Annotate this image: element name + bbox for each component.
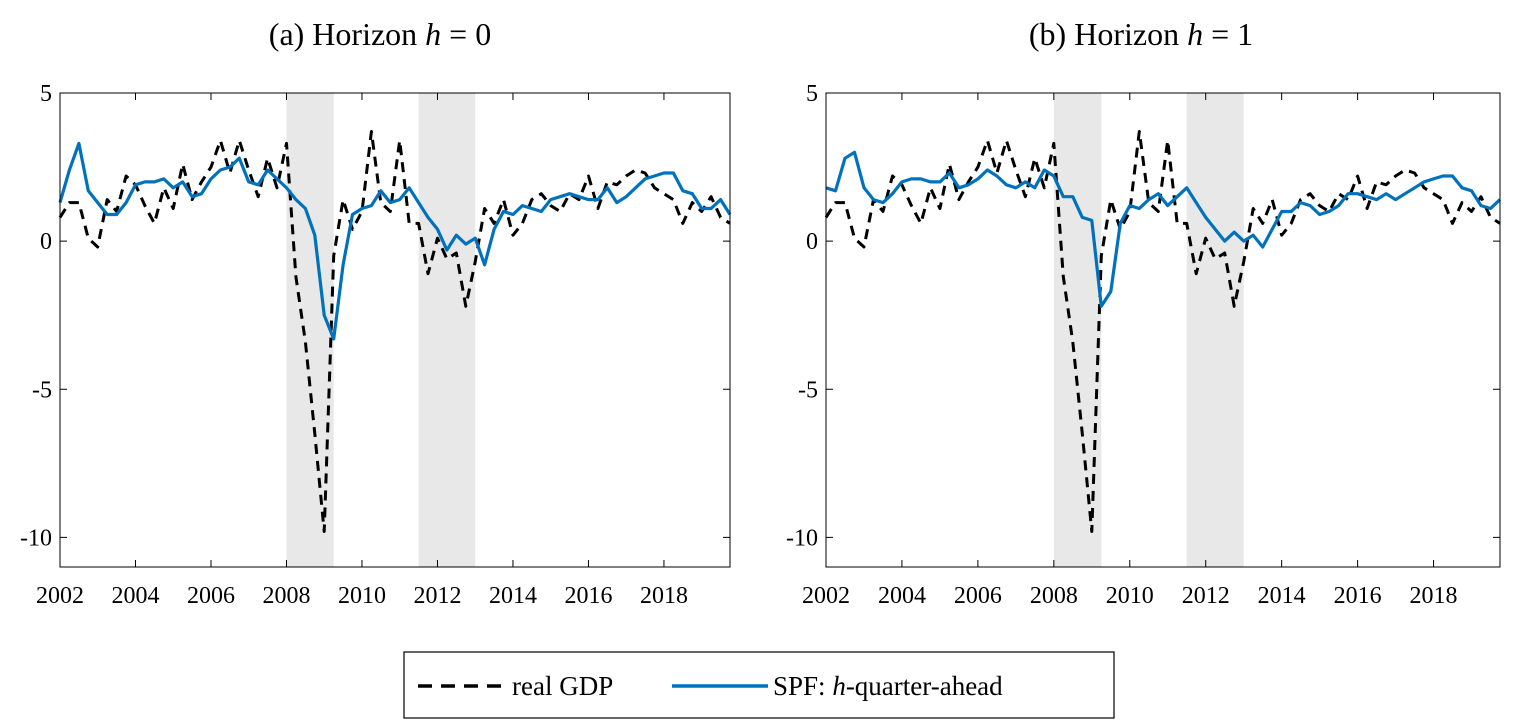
panel-b-x-tick-label: 2012 — [1182, 583, 1230, 609]
panel-a-shade-1 — [286, 93, 334, 567]
panel-b-x-tick-label: 2014 — [1258, 583, 1306, 609]
panel-a-x-tick-label: 2004 — [111, 583, 159, 609]
panel-a-y-tick-label: -5 — [32, 377, 52, 403]
panel-b-spf-line — [825, 150, 1502, 308]
panel-b-x-tick-label: 2002 — [802, 583, 850, 609]
panel-b-y-tick-label: 0 — [806, 229, 818, 255]
panel-b-series — [824, 130, 1502, 533]
legend-spf-label: SPF: h-quarter-ahead — [773, 671, 1003, 701]
panel-a-x-tick-label: 2006 — [187, 583, 235, 609]
panel-a: (a) Horizon h = 0 2002 2004 2006 2008 2010 20… — [20, 16, 732, 609]
panel-b-y-tick-label: -5 — [798, 377, 818, 403]
panel-b-axes-box — [825, 92, 1501, 568]
panel-a-spf-line — [58, 141, 732, 341]
legend-gdp-label: real GDP — [512, 671, 613, 701]
panel-a-y-tick-label: 0 — [40, 229, 52, 255]
panel-b-x-tick-label: 2018 — [1410, 583, 1458, 609]
panel-b-title: (b) Horizon h = 1 — [1029, 16, 1253, 52]
panel-a-x-tick-label: 2016 — [564, 583, 612, 609]
panel-b-x-tick-label: 2016 — [1334, 583, 1382, 609]
panel-a-series — [58, 130, 732, 533]
panel-a-y-tick-label: -10 — [20, 525, 52, 551]
panel-a-x-tick-label: 2014 — [489, 583, 537, 609]
legend: real GDP SPF: h-quarter-ahead — [403, 651, 1115, 719]
panel-a-shade-2 — [418, 93, 476, 567]
panel-a-y-axis: 5 0 -5 -10 — [20, 81, 730, 551]
panel-a-axes-box — [59, 92, 731, 568]
panel-b-y-tick-label: 5 — [806, 81, 818, 107]
panel-b-x-axis: 2002 2004 2006 2008 2010 2012 2014 2016 2018 — [802, 93, 1458, 609]
panel-b-gdp-line — [824, 130, 1501, 533]
panel-a-x-tick-label: 2002 — [36, 583, 84, 609]
panel-a-recession-shading — [286, 93, 476, 567]
panel-a-x-tick-label: 2012 — [413, 583, 461, 609]
panel-a-x-tick-label: 2018 — [640, 583, 688, 609]
panel-b-x-tick-label: 2008 — [1030, 583, 1078, 609]
panel-b-x-tick-label: 2006 — [954, 583, 1002, 609]
panel-a-title: (a) Horizon h = 0 — [269, 16, 491, 52]
panel-b-x-tick-label: 2010 — [1106, 583, 1154, 609]
panel-b-recession-shading — [1053, 93, 1244, 567]
panel-a-x-tick-label: 2008 — [262, 583, 310, 609]
panel-b-y-tick-label: -10 — [786, 525, 818, 551]
panel-b-y-axis: 5 0 -5 -10 — [786, 81, 1500, 551]
panel-a-gdp-line — [58, 130, 731, 533]
panel-a-y-tick-label: 5 — [40, 81, 52, 107]
panel-b: (b) Horizon h = 1 2002 2004 2006 2008 2010 20… — [786, 16, 1502, 609]
panel-a-x-tick-label: 2010 — [338, 583, 386, 609]
panel-a-x-axis: 2002 2004 2006 2008 2010 2012 2014 2016 2018 — [36, 93, 688, 609]
panel-b-shade-2 — [1186, 93, 1244, 567]
panel-b-shade-1 — [1053, 93, 1102, 567]
panel-b-x-tick-label: 2004 — [878, 583, 926, 609]
